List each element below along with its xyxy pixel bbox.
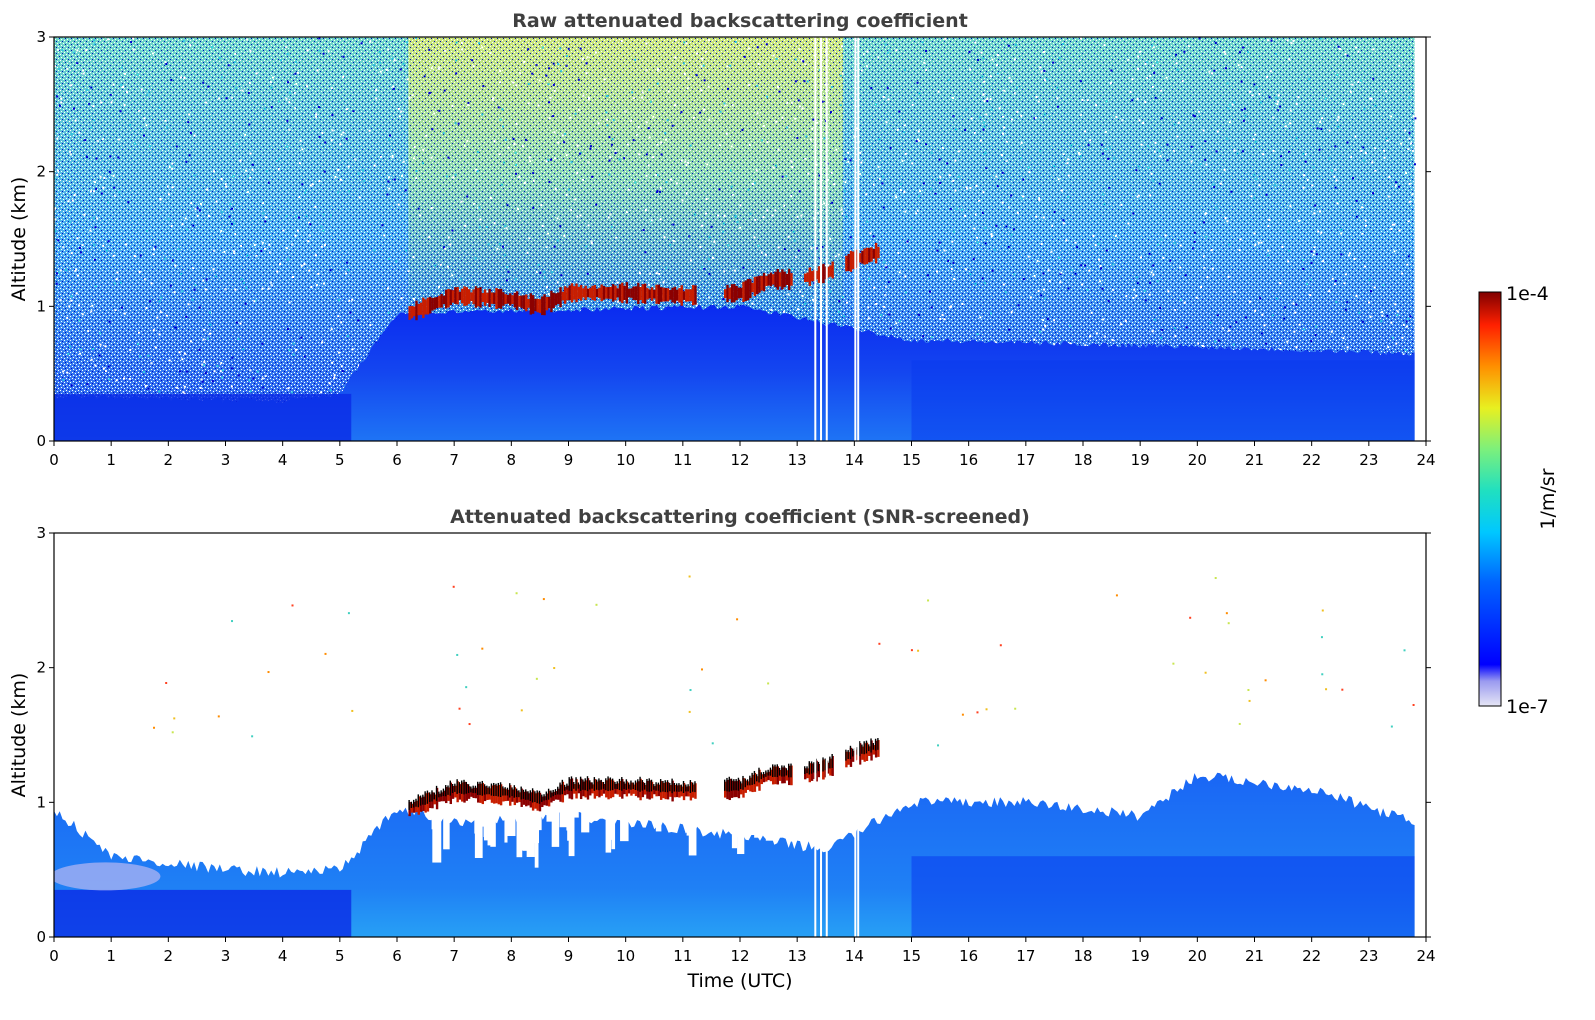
x-tick-label: 24: [1416, 451, 1435, 469]
x-tick-label: 1: [106, 451, 116, 469]
x-tick-label: 10: [616, 947, 635, 965]
x-tick-label: 12: [730, 451, 749, 469]
y-tick-label: 2: [36, 163, 46, 181]
y-axis: 0 1 2 3: [36, 524, 1431, 946]
x-tick-label: 22: [1302, 451, 1321, 469]
x-tick-label: 15: [902, 947, 921, 965]
x-tick-label: 0: [49, 947, 59, 965]
cloud-layer: [408, 738, 880, 817]
x-tick-label: 19: [1131, 947, 1150, 965]
x-tick-label: 2: [164, 947, 174, 965]
data-gaps: [814, 533, 860, 937]
x-tick-label: 9: [564, 451, 574, 469]
x-tick-label: 21: [1245, 947, 1264, 965]
x-tick-label: 6: [392, 451, 402, 469]
x-tick-label: 20: [1188, 451, 1207, 469]
x-tick-label: 10: [616, 451, 635, 469]
x-tick-label: 11: [673, 947, 692, 965]
y-axis: 0 1 2 3: [36, 28, 1431, 450]
y-axis-label: Altitude (km): [8, 673, 30, 798]
x-tick-label: 4: [278, 947, 288, 965]
x-tick-label: 9: [564, 947, 574, 965]
x-tick-label: 18: [1073, 451, 1092, 469]
x-tick-label: 13: [788, 947, 807, 965]
heatmap-area: [54, 37, 1417, 441]
colorbar: 1e-4 1e-7 1/m/sr: [1478, 283, 1559, 718]
x-tick-label: 16: [959, 947, 978, 965]
x-tick-label: 13: [788, 451, 807, 469]
x-tick-label: 14: [845, 451, 864, 469]
x-tick-label: 8: [507, 947, 517, 965]
x-tick-label: 1: [106, 947, 116, 965]
x-tick-label: 15: [902, 451, 921, 469]
dense-aerosol: [54, 360, 1415, 441]
sparse-points: [153, 575, 1415, 747]
colorbar-max-label: 1e-4: [1506, 283, 1549, 305]
x-axis-label: Time (UTC): [686, 970, 792, 992]
weak-signal-patch: [54, 862, 161, 891]
x-tick-label: 5: [335, 947, 345, 965]
x-tick-label: 24: [1416, 947, 1435, 965]
x-tick-label: 2: [164, 451, 174, 469]
x-tick-label: 14: [845, 947, 864, 965]
x-tick-label: 23: [1359, 947, 1378, 965]
x-tick-label: 4: [278, 451, 288, 469]
chart-title: Attenuated backscattering coefficient (S…: [450, 506, 1030, 528]
x-tick-label: 7: [449, 947, 459, 965]
y-tick-label: 0: [36, 928, 46, 946]
x-tick-label: 18: [1073, 947, 1092, 965]
x-tick-label: 8: [507, 451, 517, 469]
colorbar-unit-label: 1/m/sr: [1537, 468, 1559, 529]
x-tick-label: 22: [1302, 947, 1321, 965]
y-tick-label: 2: [36, 659, 46, 677]
x-tick-label: 23: [1359, 451, 1378, 469]
heatmap-area: [54, 533, 1415, 937]
x-tick-label: 7: [449, 451, 459, 469]
x-tick-label: 6: [392, 947, 402, 965]
y-tick-label: 1: [36, 297, 46, 315]
x-tick-label: 20: [1188, 947, 1207, 965]
colorbar-min-label: 1e-7: [1506, 696, 1549, 718]
screened-panel: Attenuated backscattering coefficient (S…: [8, 506, 1436, 992]
y-tick-label: 3: [36, 524, 46, 542]
x-tick-label: 19: [1131, 451, 1150, 469]
x-tick-label: 5: [335, 451, 345, 469]
x-tick-label: 3: [221, 451, 231, 469]
x-axis: 0 1 2 3 4 5 6 7 8 9 10 11 12 13 14 15 16 17 18 19 20 21 22 23 24: [49, 937, 1436, 965]
x-tick-label: 16: [959, 451, 978, 469]
dense-aerosol: [54, 856, 1415, 937]
y-tick-label: 0: [36, 432, 46, 450]
x-tick-label: 17: [1016, 947, 1035, 965]
data-gaps: [814, 37, 860, 441]
raw-panel: Raw attenuated backscattering coefficien…: [8, 10, 1436, 469]
y-tick-label: 1: [36, 793, 46, 811]
x-tick-label: 3: [221, 947, 231, 965]
x-tick-label: 17: [1016, 451, 1035, 469]
x-tick-label: 21: [1245, 451, 1264, 469]
colorbar-gradient: [1478, 291, 1502, 707]
y-axis-label: Altitude (km): [8, 177, 30, 302]
x-axis: 0 1 2 3 4 5 6 7 8 9 10 11 12 13 14 15 16 17 18 19 20 21 22 23 24: [49, 441, 1436, 469]
chart-title: Raw attenuated backscattering coefficien…: [512, 10, 968, 32]
y-tick-label: 3: [36, 28, 46, 46]
x-tick-label: 12: [730, 947, 749, 965]
x-tick-label: 11: [673, 451, 692, 469]
x-tick-label: 0: [49, 451, 59, 469]
